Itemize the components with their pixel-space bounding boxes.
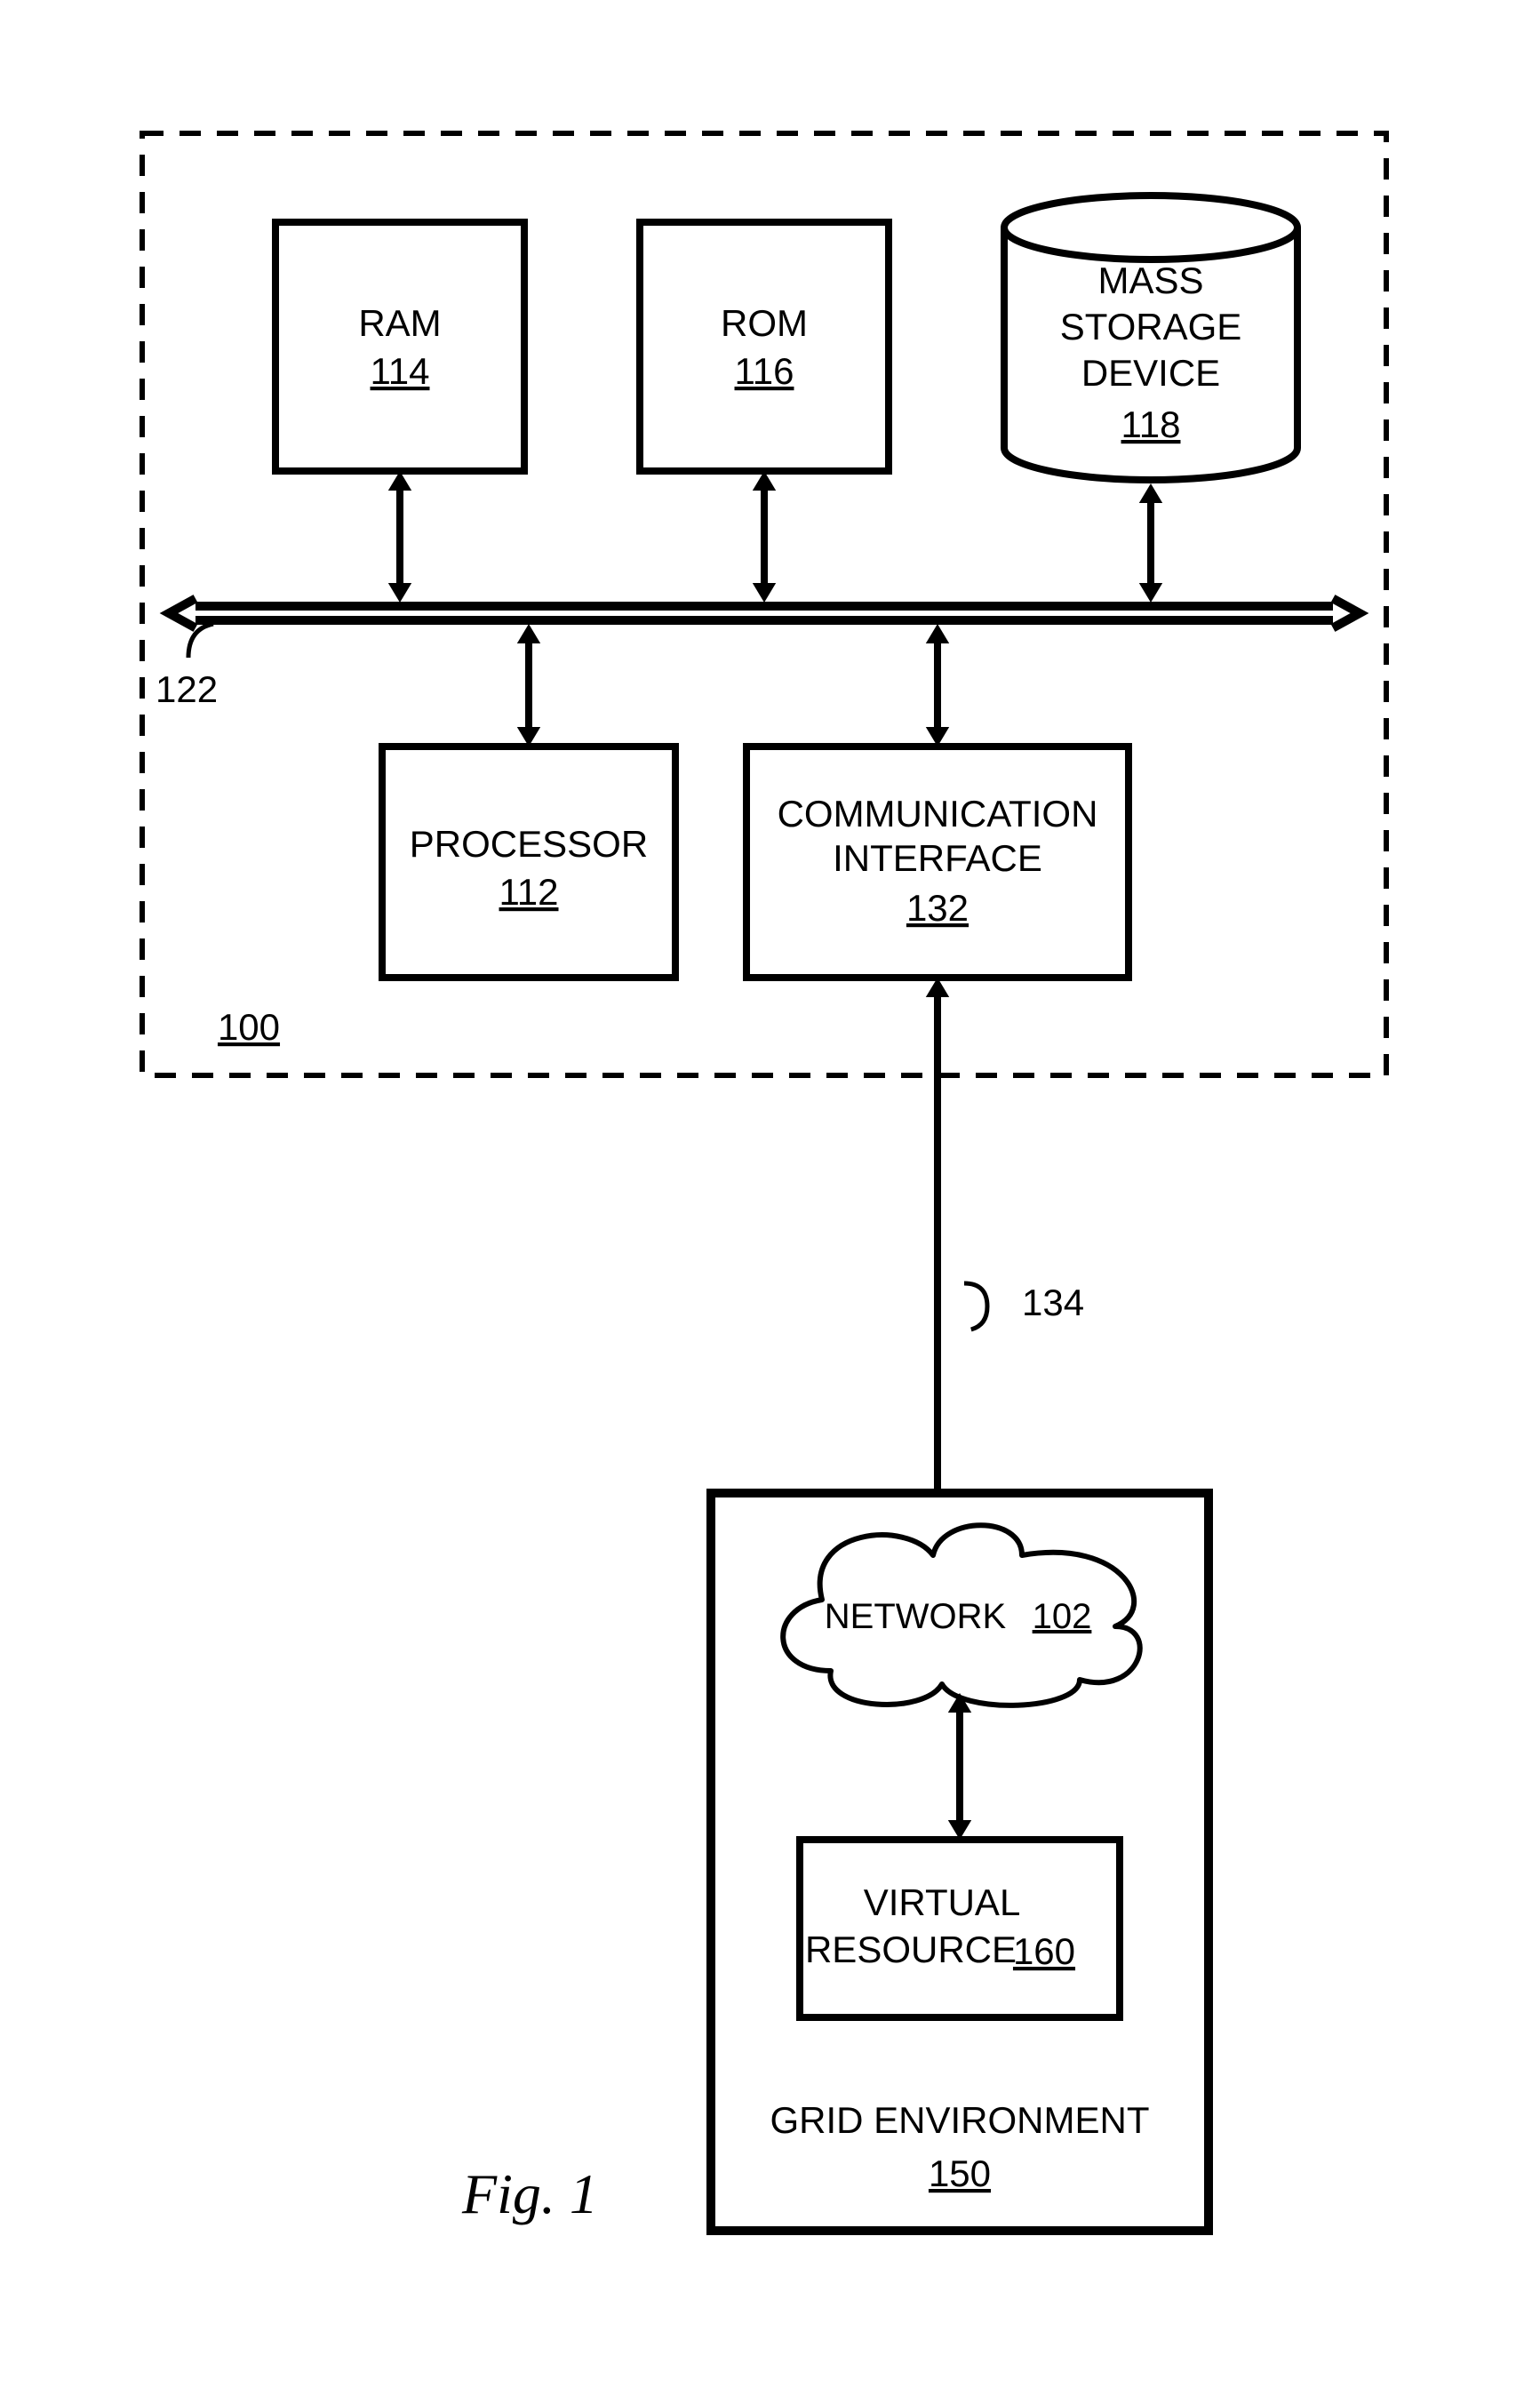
svg-text:INTERFACE: INTERFACE <box>833 837 1042 879</box>
svg-text:118: 118 <box>1121 403 1181 445</box>
svg-text:RAM: RAM <box>358 302 441 344</box>
svg-text:DEVICE: DEVICE <box>1081 352 1220 394</box>
svg-text:ROM: ROM <box>721 302 808 344</box>
svg-text:PROCESSOR: PROCESSOR <box>410 823 648 865</box>
svg-text:MASS: MASS <box>1097 260 1203 301</box>
svg-text:Fig. 1: Fig. 1 <box>461 2162 598 2225</box>
svg-text:150: 150 <box>929 2152 991 2194</box>
svg-text:STORAGE: STORAGE <box>1060 306 1242 347</box>
svg-text:GRID ENVIRONMENT: GRID ENVIRONMENT <box>770 2099 1149 2141</box>
svg-text:102: 102 <box>1033 1597 1092 1636</box>
svg-text:VIRTUAL: VIRTUAL <box>864 1881 1021 1923</box>
svg-text:100: 100 <box>218 1006 280 1048</box>
svg-text:132: 132 <box>906 887 969 929</box>
svg-text:114: 114 <box>371 350 430 392</box>
svg-text:160: 160 <box>1013 1930 1075 1972</box>
svg-text:RESOURCE: RESOURCE <box>805 1929 1017 1970</box>
svg-text:112: 112 <box>499 871 559 913</box>
svg-text:134: 134 <box>1022 1282 1084 1323</box>
svg-text:116: 116 <box>735 350 794 392</box>
svg-text:NETWORK: NETWORK <box>825 1597 1007 1636</box>
svg-text:122: 122 <box>156 668 218 710</box>
svg-text:COMMUNICATION: COMMUNICATION <box>778 793 1098 835</box>
